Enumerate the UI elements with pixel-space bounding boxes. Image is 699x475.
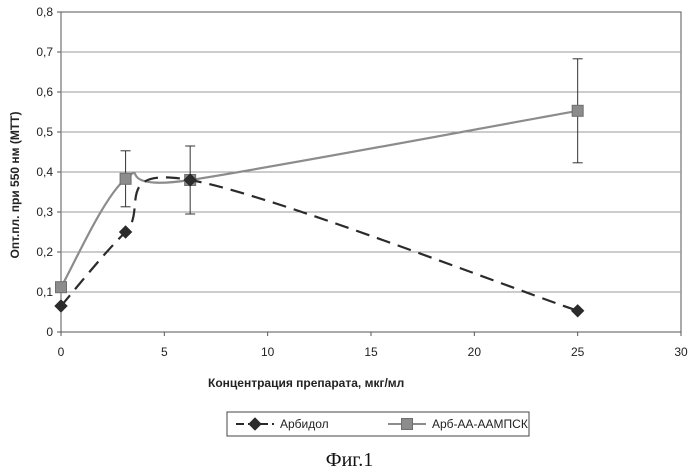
legend-label: Арбидол (280, 417, 329, 431)
x-tick-label: 5 (161, 345, 168, 359)
y-tick-label: 0,7 (36, 45, 53, 59)
y-tick-label: 0,4 (36, 165, 53, 179)
y-tick-label: 0,6 (36, 85, 53, 99)
x-tick-label: 10 (261, 345, 275, 359)
x-tick-label: 20 (468, 345, 482, 359)
data-point (56, 282, 67, 293)
data-point (120, 173, 131, 184)
y-tick-label: 0,2 (36, 245, 53, 259)
x-axis-title: Концентрация препарата, мкг/мл (208, 376, 404, 390)
y-axis-title: Опт.пл. при 550 нм (МТТ) (8, 111, 22, 258)
x-tick-label: 0 (58, 345, 65, 359)
x-tick-label: 15 (364, 345, 378, 359)
y-tick-label: 0 (46, 325, 53, 339)
x-tick-label: 25 (571, 345, 585, 359)
y-tick-label: 0,1 (36, 285, 53, 299)
legend: Арбидол Арб-АА-ААМПСК (227, 412, 529, 436)
y-tick-label: 0,8 (36, 5, 53, 19)
x-tick-label: 30 (674, 345, 688, 359)
legend-label: Арб-АА-ААМПСК (432, 417, 528, 431)
chart: 0 0,1 0,2 0,3 0,4 0,5 0,6 0,7 0,8 0 5 10 15 20 25 30 О… (0, 0, 699, 440)
data-point (572, 105, 583, 116)
y-tick-label: 0,5 (36, 125, 53, 139)
legend-swatch-marker (402, 419, 413, 430)
y-tick-labels: 0 0,1 0,2 0,3 0,4 0,5 0,6 0,7 0,8 (36, 5, 53, 339)
figure-caption: Фиг.1 (0, 449, 699, 472)
y-tick-label: 0,3 (36, 205, 53, 219)
x-tick-labels: 0 5 10 15 20 25 30 (58, 345, 688, 359)
